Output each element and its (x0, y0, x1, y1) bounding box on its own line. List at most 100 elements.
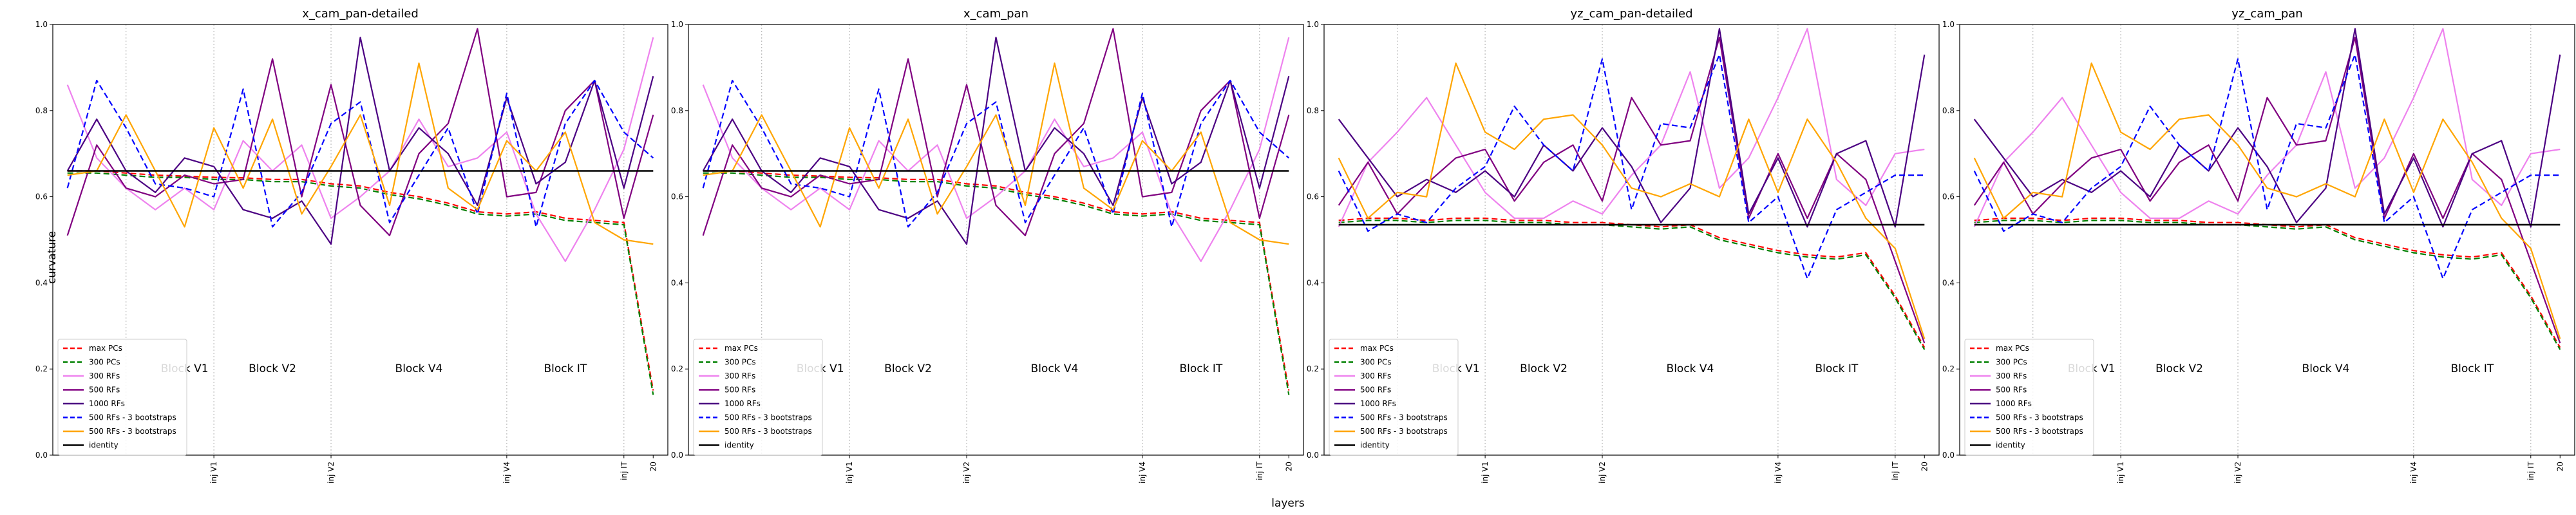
legend-label: identity (1996, 441, 2025, 450)
legend-box (1964, 339, 2094, 456)
y-tick-label: 0.4 (35, 278, 48, 287)
y-tick-label: 0.6 (671, 192, 683, 201)
x-tick-label: inj V1 (2116, 462, 2125, 483)
series-line (702, 37, 1290, 262)
x-tick-label: inj V2 (2233, 462, 2242, 483)
series-line (67, 170, 654, 391)
y-tick-label: 0.4 (1942, 278, 1955, 287)
y-tick-label: 0.2 (1942, 364, 1955, 373)
series-line (66, 36, 654, 245)
legend-label: 300 PCs (1360, 358, 1392, 367)
legend-label: 500 RFs (1360, 386, 1391, 395)
legend: max PCs 300 PCs 300 RFs 500 RFs 1000 RFs 500 … (57, 339, 187, 456)
region-label: Block V4 (2302, 362, 2350, 375)
x-tick-label: 20 (1284, 462, 1293, 471)
series-line (1974, 220, 2561, 350)
series-line (1338, 62, 1926, 339)
legend-label: 500 RFs - 3 bootstraps (1360, 413, 1448, 422)
legend-label: max PCs (1996, 344, 2029, 353)
legend-label: max PCs (1360, 344, 1394, 353)
legend-label: 300 RFs (1360, 371, 1391, 380)
x-tick-label: inj IT (1891, 461, 1900, 480)
series-line (1338, 36, 1926, 344)
series-line (703, 170, 1290, 391)
legend-box (1329, 339, 1459, 456)
series-line (1974, 217, 2561, 348)
y-tick-label: 0.8 (1942, 106, 1955, 115)
x-tick-label: inj V2 (1598, 462, 1607, 483)
legend-label: 1000 RFs (1996, 399, 2032, 408)
y-tick-label: 0.2 (671, 364, 683, 373)
legend: max PCs 300 PCs 300 RFs 500 RFs 1000 RFs 500 … (1964, 339, 2094, 456)
series-line (66, 79, 654, 228)
y-tick-label: 0.2 (35, 364, 48, 373)
legend-label: identity (1360, 441, 1390, 450)
legend-label: 300 PCs (724, 358, 756, 367)
legend-label: 500 RFs (89, 386, 120, 395)
legend-label: 300 RFs (1996, 371, 2027, 380)
x-tick-label: inj V2 (962, 462, 971, 483)
region-label: Block IT (2450, 362, 2494, 375)
legend-label: 500 RFs (724, 386, 755, 395)
x-tick-label: inj IT (1255, 461, 1264, 480)
x-tick-label: inj V4 (1774, 462, 1783, 483)
legend-label: 500 RFs - 3 bootstraps (1996, 413, 2083, 422)
series-line (702, 36, 1290, 245)
legend: max PCs 300 PCs 300 RFs 500 RFs 1000 RFs 500 … (1329, 339, 1459, 456)
x-tick-label: 20 (649, 462, 658, 471)
y-tick-label: 0.8 (35, 106, 48, 115)
figure-ylabel: curvature (46, 231, 59, 284)
chart-title: x_cam_pan (963, 7, 1028, 21)
x-tick-label: 20 (1920, 462, 1929, 471)
x-tick-label: inj V2 (327, 462, 336, 483)
y-tick-label: 0.0 (1307, 451, 1319, 460)
y-tick-label: 1.0 (1942, 20, 1955, 29)
series-line (703, 62, 1289, 245)
region-label: Block V2 (1520, 362, 1567, 375)
y-tick-label: 0.0 (671, 451, 683, 460)
legend-box (57, 339, 187, 456)
region-label: Block IT (1815, 362, 1858, 375)
region-label: Block IT (1179, 362, 1222, 375)
legend-label: identity (724, 441, 754, 450)
y-tick-label: 0.6 (1307, 192, 1319, 201)
y-tick-label: 0.8 (671, 106, 683, 115)
figure-xlabel: layers (1271, 497, 1305, 510)
y-tick-label: 0.8 (1307, 106, 1319, 115)
legend-label: identity (89, 441, 118, 450)
chart-title: yz_cam_pan (2231, 7, 2302, 21)
region-label: Block IT (544, 362, 587, 375)
y-tick-label: 0.4 (671, 278, 683, 287)
series-line (1973, 36, 2561, 344)
chart-title: x_cam_pan-detailed (302, 7, 419, 21)
series-line (1338, 28, 1925, 227)
legend-label: 500 RFs - 3 bootstraps (1996, 427, 2083, 436)
plot-frame (52, 24, 668, 456)
y-tick-label: 0.0 (35, 451, 48, 460)
x-tick-label: inj V4 (2409, 462, 2418, 483)
legend-label: 500 RFs - 3 bootstraps (1360, 427, 1448, 436)
legend-label: 500 RFs - 3 bootstraps (724, 413, 812, 422)
legend-label: 300 PCs (89, 358, 120, 367)
plot-frame (688, 24, 1304, 456)
legend-label: max PCs (89, 344, 122, 353)
legend-label: max PCs (724, 344, 758, 353)
series-line (1338, 28, 1926, 228)
plot-frame (1959, 24, 2575, 456)
series-line (1973, 62, 2561, 339)
y-tick-label: 0.2 (1307, 364, 1319, 373)
region-label: Block V4 (1031, 362, 1079, 375)
legend-label: 500 RFs (1996, 386, 2027, 395)
y-tick-label: 0.6 (1942, 192, 1955, 201)
series-line (1973, 53, 2561, 279)
y-tick-label: 1.0 (35, 20, 48, 29)
legend-label: 500 RFs - 3 bootstraps (724, 427, 812, 436)
plot-frame (1323, 24, 1940, 456)
series-line (702, 79, 1290, 228)
legend-label: 300 PCs (1996, 358, 2027, 367)
series-line (703, 172, 1290, 395)
